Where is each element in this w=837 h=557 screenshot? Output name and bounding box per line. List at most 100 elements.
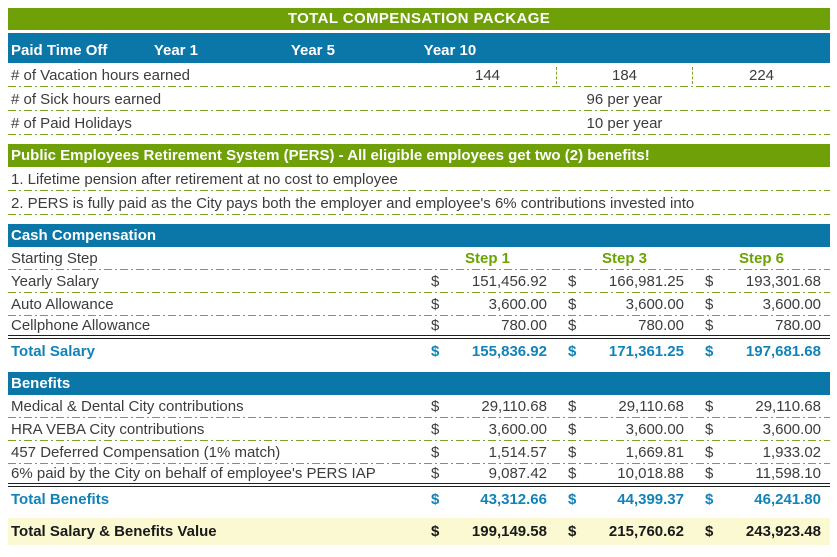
pto-section-header: Paid Time Off [11,42,108,59]
money-cell: $155,836.92 [419,343,556,360]
row-label: Cellphone Allowance [11,317,151,334]
row-label: Starting Step [11,250,98,267]
money-cell: $1,514.57 [419,444,556,461]
pto-col-year-5: Year 5 [290,42,336,59]
currency-symbol: $ [431,465,440,482]
table-row-total-benefits: Total Benefits $43,312.66 $44,399.37 $46… [8,487,830,512]
cash-header-text: Cash Compensation [11,227,157,244]
currency-symbol: $ [705,398,714,415]
currency-symbol: $ [568,444,577,461]
amount: 29,110.68 [755,398,821,415]
pers-benefit-item-1: 1. Lifetime pension after retirement at … [8,167,830,191]
money-cell: $215,760.62 [556,523,693,540]
money-cell: $10,018.88 [556,465,693,482]
amount: 3,600.00 [488,296,547,313]
amount: 3,600.00 [762,296,821,313]
money-cell: $1,669.81 [556,444,693,461]
table-row-total-salary: Total Salary $155,836.92 $171,361.25 $19… [8,339,830,364]
amount: 243,923.48 [745,523,821,540]
currency-symbol: $ [431,398,440,415]
currency-symbol: $ [568,273,577,290]
money-cell: $166,981.25 [556,273,693,290]
table-row-paid-holidays: # of Paid Holidays 10 per year [8,111,830,135]
currency-symbol: $ [431,296,440,313]
money-cell: $151,456.92 [419,273,556,290]
row-label: 1. Lifetime pension after retirement at … [11,170,398,188]
table-row-pers-iap: 6% paid by the City on behalf of employe… [8,464,830,487]
currency-symbol: $ [431,491,440,508]
amount: 3,600.00 [762,421,821,438]
step-col-1: Step 1 [464,250,510,267]
currency-symbol: $ [705,421,714,438]
pers-header-text: Public Employees Retirement System (PERS… [11,147,650,164]
pers-section-header: Public Employees Retirement System (PERS… [8,144,830,167]
amount: 43,312.66 [480,491,547,508]
money-cell: $3,600.00 [693,296,830,313]
table-row-hra-veba: HRA VEBA City contributions $3,600.00 $3… [8,418,830,441]
currency-symbol: $ [705,296,714,313]
table-row-grand-total: Total Salary & Benefits Value $199,149.5… [8,518,830,545]
row-label: 6% paid by the City on behalf of employe… [11,465,376,482]
money-cell: $780.00 [419,317,556,334]
cash-compensation-section: Cash Compensation Starting Step Step 1 S… [8,224,830,364]
currency-symbol: $ [705,491,714,508]
money-cell: $29,110.68 [693,398,830,415]
amount: 3,600.00 [625,421,684,438]
pto-header-row: Paid Time Off Year 1 Year 5 Year 10 [8,33,830,63]
cell-value: 224 [748,66,775,84]
money-cell: $9,087.42 [419,465,556,482]
amount: 780.00 [501,317,547,334]
amount: 171,361.25 [608,343,684,360]
amount: 9,087.42 [488,465,547,482]
row-label: Total Salary & Benefits Value [11,523,217,540]
amount: 151,456.92 [471,273,547,290]
money-cell: $199,149.58 [419,523,556,540]
currency-symbol: $ [705,343,714,360]
step-col-6: Step 6 [738,250,784,267]
currency-symbol: $ [568,465,577,482]
money-cell: $29,110.68 [419,398,556,415]
pto-col-year-1: Year 1 [153,42,199,59]
row-label: # of Sick hours earned [11,90,162,108]
table-row-vacation-hours: # of Vacation hours earned 144 184 224 [8,63,830,87]
amount: 193,301.68 [745,273,821,290]
currency-symbol: $ [431,421,440,438]
benefits-section-header: Benefits [8,372,830,395]
currency-symbol: $ [431,317,440,334]
amount: 166,981.25 [608,273,684,290]
pers-benefit-item-2: 2. PERS is fully paid as the City pays b… [8,191,830,215]
row-label: Auto Allowance [11,296,114,313]
money-cell: $197,681.68 [693,343,830,360]
amount: 29,110.68 [481,398,547,415]
amount: 44,399.37 [617,491,684,508]
row-label: Total Salary [11,343,95,360]
row-label: # of Paid Holidays [11,114,132,132]
row-label: Yearly Salary [11,273,99,290]
money-cell: $193,301.68 [693,273,830,290]
step-col-3: Step 3 [601,250,647,267]
currency-symbol: $ [705,317,714,334]
row-label: 2. PERS is fully paid as the City pays b… [11,194,695,212]
cash-section-header: Cash Compensation [8,224,830,247]
cell-value-span: 96 per year [586,90,663,108]
amount: 1,669.81 [625,444,684,461]
money-cell: $11,598.10 [693,465,830,482]
money-cell: $3,600.00 [693,421,830,438]
cell-value: 184 [556,66,693,84]
amount: 3,600.00 [625,296,684,313]
amount: 46,241.80 [754,491,821,508]
row-label: # of Vacation hours earned [11,66,191,84]
currency-symbol: $ [568,491,577,508]
page-title: TOTAL COMPENSATION PACKAGE [8,8,830,30]
currency-symbol: $ [431,273,440,290]
table-row-starting-step: Starting Step Step 1 Step 3 Step 6 [8,247,830,270]
currency-symbol: $ [705,273,714,290]
currency-symbol: $ [705,444,714,461]
amount: 155,836.92 [471,343,547,360]
amount: 199,149.58 [471,523,547,540]
currency-symbol: $ [568,398,577,415]
table-row-yearly-salary: Yearly Salary $151,456.92 $166,981.25 $1… [8,270,830,293]
pers-section: Public Employees Retirement System (PERS… [8,144,830,215]
section-gap [8,215,830,224]
